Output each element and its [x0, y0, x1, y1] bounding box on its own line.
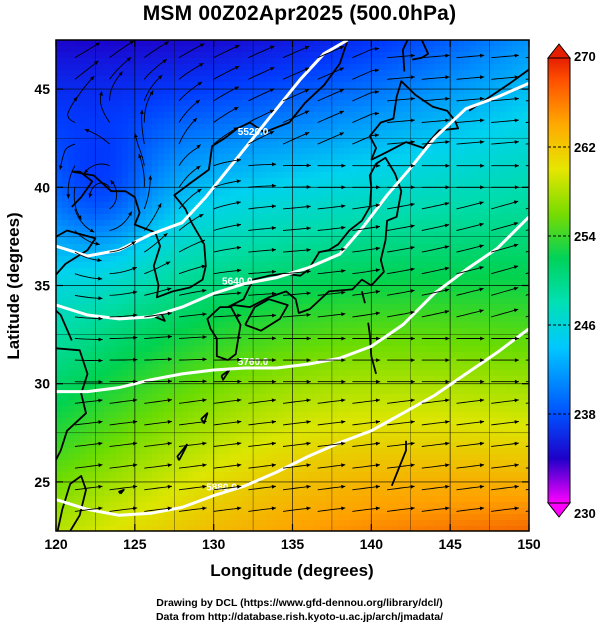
contour-label: 5520.0 — [238, 127, 269, 138]
colorbar-top-arrow — [546, 43, 572, 59]
credit-data: Data from http://database.rish.kyoto-u.a… — [155, 611, 444, 623]
y-tick-label: 40 — [34, 179, 50, 195]
contour-label: 5640.0 — [222, 276, 253, 287]
y-tick-label: 25 — [34, 474, 50, 490]
contour-line — [56, 215, 529, 394]
coastlines — [56, 40, 529, 531]
x-tick-label: 120 — [44, 536, 68, 552]
colorbar-tick-label: 230 — [574, 506, 596, 521]
colorbar-tick-label: 254 — [574, 229, 596, 244]
contour-label: 5760.0 — [238, 357, 269, 368]
colorbar-body — [547, 57, 571, 504]
colorbar-tick-label: 270 — [574, 49, 596, 64]
x-tick-label: 130 — [202, 536, 226, 552]
colorbar-tick-label: 238 — [574, 407, 596, 422]
colorbar-bottom-arrow — [546, 502, 572, 518]
y-axis-label: Latitude (degrees) — [4, 212, 23, 359]
contour-label: 5880.0 — [206, 483, 237, 494]
y-tick-label: 45 — [34, 81, 50, 97]
contour-line — [56, 327, 529, 517]
y-tick-label: 30 — [34, 376, 50, 392]
axis-ticks: 120 125 130 135 140 145 150 25 30 35 40 45 — [34, 40, 541, 552]
wind-streamlines — [58, 40, 529, 512]
x-axis-label: Longitude (degrees) — [210, 561, 373, 580]
x-tick-label: 145 — [438, 536, 462, 552]
map-title: MSM 00Z02Apr2025 (500.0hPa) — [142, 2, 457, 25]
x-tick-label: 125 — [123, 536, 147, 552]
contour-line — [56, 81, 529, 321]
x-tick-label: 150 — [517, 536, 541, 552]
x-tick-label: 135 — [281, 536, 305, 552]
y-tick-label: 35 — [34, 278, 50, 294]
colorbar: 270 262 254 246 238 230 — [546, 43, 596, 521]
colorbar-tick-label: 262 — [574, 140, 596, 155]
colorbar-tick-label: 246 — [574, 318, 596, 333]
x-tick-label: 140 — [360, 536, 384, 552]
credit-drawing: Drawing by DCL (https://www.gfd-dennou.o… — [156, 597, 443, 609]
temperature-field — [56, 40, 529, 531]
